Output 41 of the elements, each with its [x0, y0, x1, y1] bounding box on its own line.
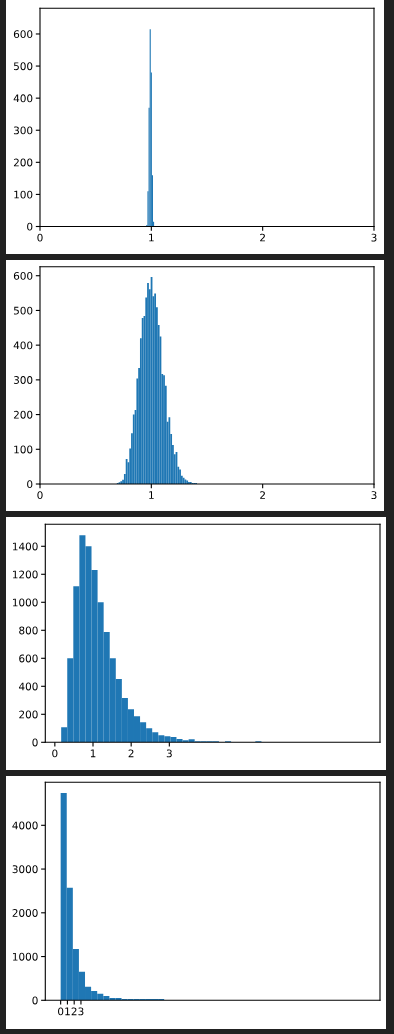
x-tick-label: 0: [52, 749, 58, 758]
y-tick-label: 0: [32, 738, 38, 747]
y-tick-label: 1400: [12, 542, 38, 551]
y-tick-label: 600: [19, 654, 38, 663]
y-tick-label: 800: [19, 626, 38, 635]
x-tick-label: 1: [90, 749, 96, 758]
y-tick-label: 400: [13, 94, 33, 103]
y-tick-label: 1200: [12, 570, 38, 579]
x-tick-label: 2: [260, 491, 265, 499]
x-tick-label: 2: [128, 749, 134, 758]
y-tick-label: 4000: [12, 821, 38, 830]
x-tick-label: 3: [78, 1007, 84, 1016]
y-tick-label: 600: [13, 30, 33, 39]
y-tick-label: 100: [14, 445, 33, 454]
y-tick-label: 0: [32, 996, 38, 1005]
y-tick-label: 2000: [12, 909, 38, 917]
y-tick-label: 1000: [12, 598, 38, 607]
y-tick-label: 400: [13, 341, 33, 350]
y-tick-label: 1000: [12, 952, 38, 961]
x-tick-label: 1: [149, 491, 154, 499]
y-tick-label: 500: [13, 62, 33, 71]
y-tick-label: 200: [19, 710, 38, 719]
y-tick-label: 0: [27, 222, 33, 231]
y-tick-label: 0: [27, 480, 33, 489]
y-tick-label: 400: [18, 682, 38, 691]
x-tick-label: 3: [371, 491, 377, 500]
x-tick-label: 0: [58, 1007, 64, 1016]
y-tick-label: 3000: [12, 865, 38, 874]
y-tick-label: 600: [13, 271, 33, 280]
y-tick-label: 200: [13, 158, 33, 167]
y-tick-label: 300: [13, 126, 33, 135]
x-tick-label: 3: [166, 749, 172, 758]
y-tick-label: 500: [13, 306, 33, 315]
x-tick-label: 1: [65, 1007, 70, 1016]
y-tick-label: 300: [13, 376, 33, 384]
x-tick-label: 2: [260, 233, 265, 242]
x-tick-label: 3: [371, 233, 377, 242]
y-tick-label: 100: [14, 190, 33, 199]
x-tick-label: 2: [71, 1007, 77, 1016]
y-tick-label: 200: [13, 410, 33, 419]
x-tick-label: 1: [149, 233, 154, 242]
